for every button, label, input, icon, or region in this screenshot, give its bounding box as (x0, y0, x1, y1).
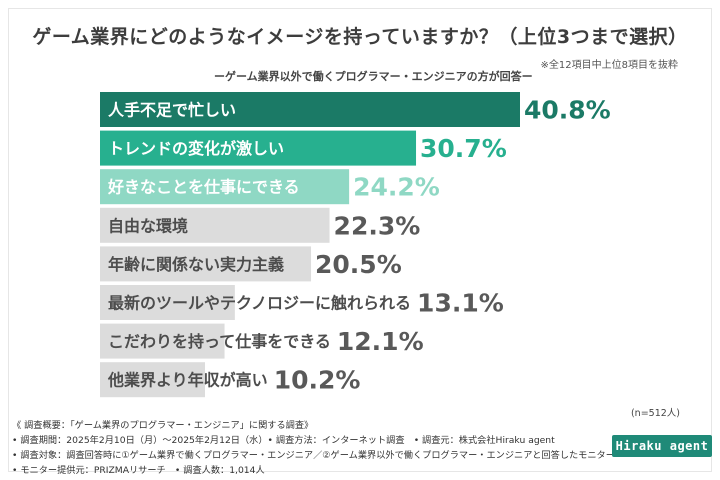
bar-label-8: 他業界より年収が高い (107, 371, 268, 390)
bar-value-3: 24.2% (353, 173, 440, 202)
bar-label-3: 好きなことを仕事にできる (107, 178, 300, 197)
bar-label-6: 最新のツールやテクノロジーに触れられる (108, 294, 411, 313)
bar-label-5: 年齢に関係ない実力主義 (108, 255, 284, 274)
footer-line: • モニター提供元：PRIZMAリサーチ • 調査人数：1,014人 (12, 465, 265, 476)
survey-footer: 《 調査概要：「ゲーム業界のプログラマー・エンジニア」に関する調査》 • 調査期… (12, 418, 652, 478)
footer-line: 《 調査概要：「ゲーム業界のプログラマー・エンジニア」に関する調査》 (12, 420, 314, 431)
bar-label-4: 自由な環境 (108, 216, 188, 235)
bar-2 (100, 130, 417, 166)
sample-size: (n=512人) (630, 408, 680, 419)
bar-value-1: 40.8% (524, 96, 611, 125)
hiraku-agent-logo: Hiraku agent (612, 435, 712, 457)
bar-1 (100, 92, 520, 127)
bar-value-8: 10.2% (274, 366, 361, 395)
footer-line: • 調査期間：2025年2月10日（月）～2025年2月12日（水）• 調査方法… (12, 435, 555, 446)
bar-8 (100, 362, 205, 398)
bar-label-1: 人手不足で忙しい (108, 101, 236, 120)
bar-label-7: こだわりを持って仕事をできる (108, 332, 331, 351)
bar-6 (100, 285, 235, 320)
bar-value-4: 22.3% (334, 211, 421, 240)
bar-value-5: 20.5% (315, 250, 402, 279)
footer-line: • 調査対象：調査回答時に①ゲーム業界で働くプログラマー・エンジニア／②ゲーム業… (12, 450, 615, 461)
bar-label-2: トレンドの変化が激しい (108, 139, 284, 158)
bar-value-7: 12.1% (337, 327, 424, 356)
respondent-subtitle: ーゲーム業界以外で働くプログラマー・エンジニアの方が回答ー (214, 70, 533, 83)
selection-note: ※全12項目中上位8項目を抜粋 (540, 60, 678, 71)
bar-value-2: 30.7% (420, 134, 507, 163)
bar-7 (100, 323, 225, 359)
bar-5 (100, 246, 312, 282)
bar-3 (100, 169, 350, 205)
bar-value-6: 13.1% (417, 289, 504, 318)
bar-4 (100, 207, 330, 243)
chart-title: ゲーム業界にどのようなイメージを持っていますか？（上位3つまで選択） (32, 26, 688, 48)
